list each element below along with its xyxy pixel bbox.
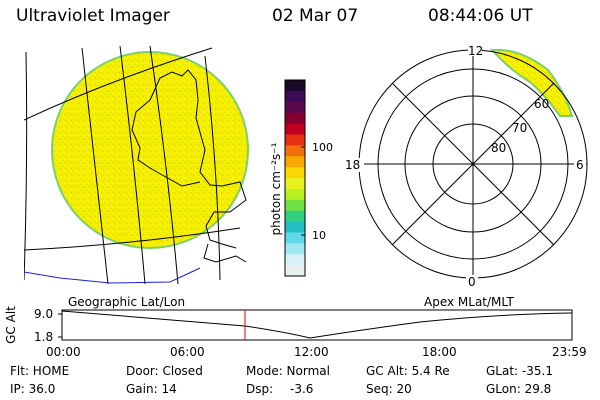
latitude-line (24, 47, 213, 121)
polar-plot-panel (344, 44, 588, 287)
auroral-arc (489, 48, 574, 117)
altitude-strip (58, 309, 573, 341)
status-glon: GLon: 29.8 (486, 382, 552, 396)
time-tick-0000: 00:00 (46, 345, 81, 359)
status-dsp-label: Dsp: (246, 382, 274, 396)
colorbar-segment (285, 199, 305, 212)
colorbar-segment (285, 90, 305, 103)
longitude-line (149, 45, 179, 284)
coastline (131, 99, 201, 187)
colorbar-segment (285, 145, 305, 157)
status-glat: GLat: -35.1 (486, 364, 553, 378)
colorbar-segment (285, 134, 305, 146)
colorbar-segment (285, 265, 305, 277)
geo-map-panel (24, 45, 249, 284)
status-mode: Mode: Normal (246, 364, 330, 378)
colorbar-segment (285, 221, 305, 233)
time-readout: 08:44:06 UT (428, 6, 533, 26)
status-flt: Flt: HOME (10, 364, 70, 378)
altitude-axis-label: GC Alt (3, 306, 18, 344)
longitude-line (24, 51, 28, 281)
colorbar-unit-label: photon cm⁻²s⁻¹ (269, 142, 283, 236)
coastline (203, 243, 247, 263)
date-readout: 02 Mar 07 (272, 6, 359, 26)
colorbar-segment (285, 156, 305, 168)
colorbar-segment (285, 178, 305, 190)
time-tick-1800: 18:00 (422, 345, 457, 359)
colorbar-segment (285, 232, 305, 244)
mlt-label-12: 12 (468, 44, 484, 58)
colorbar-segment (285, 167, 305, 179)
status-ip: IP: 36.0 (10, 382, 56, 396)
altitude-curve (61, 310, 573, 339)
mlt-label-18: 18 (345, 158, 361, 172)
time-tick-1200: 12:00 (294, 345, 329, 359)
earth-disk (51, 51, 249, 249)
status-gain: Gain: 14 (126, 382, 177, 396)
time-tick-2359: 23:59 (552, 345, 587, 359)
status-seq: Seq: 20 (366, 382, 412, 396)
colorbar-segment (285, 188, 305, 201)
colorbar-tick-100: 100 (312, 141, 333, 154)
colorbar-segment (285, 80, 305, 92)
latitude-line (24, 227, 241, 251)
polar-panel-caption: Apex MLat/MLT (424, 295, 514, 309)
colorbar-tick-10: 10 (312, 229, 326, 242)
colorbar (285, 80, 305, 277)
colorbar-segment (285, 101, 305, 114)
alt-tick-high: 9.0 (34, 307, 54, 321)
colorbar-segment (285, 112, 305, 125)
mlat-label-80: 80 (491, 141, 507, 155)
coastline (149, 69, 247, 249)
coastline-blue (24, 267, 201, 284)
colorbar-segment (285, 254, 305, 266)
status-gc-alt: GC Alt: 5.4 Re (366, 364, 450, 378)
mlt-label-6: 6 (576, 158, 584, 172)
colorbar-segment (285, 243, 305, 255)
colorbar-segment (285, 210, 305, 223)
colorbar-segment (285, 123, 305, 135)
time-tick-0600: 06:00 (170, 345, 205, 359)
instrument-title: Ultraviolet Imager (16, 6, 170, 26)
mlat-label-60: 60 (534, 97, 550, 111)
mlt-label-0: 0 (468, 275, 476, 289)
alt-tick-low: 1.8 (34, 330, 54, 344)
longitude-line (204, 55, 221, 281)
longitude-line (81, 47, 109, 284)
status-door: Door: Closed (126, 364, 203, 378)
geo-panel-caption: Geographic Lat/Lon (68, 295, 186, 309)
status-dsp-value: -3.6 (290, 382, 314, 396)
mlat-label-70: 70 (512, 121, 528, 135)
longitude-line (119, 45, 146, 284)
